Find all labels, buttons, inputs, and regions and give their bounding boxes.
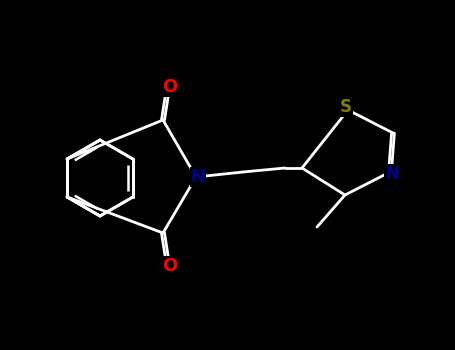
Text: S: S [340,98,352,116]
Text: O: O [162,257,177,275]
Text: N: N [191,168,206,186]
Text: N: N [385,165,399,183]
Text: O: O [162,78,177,96]
